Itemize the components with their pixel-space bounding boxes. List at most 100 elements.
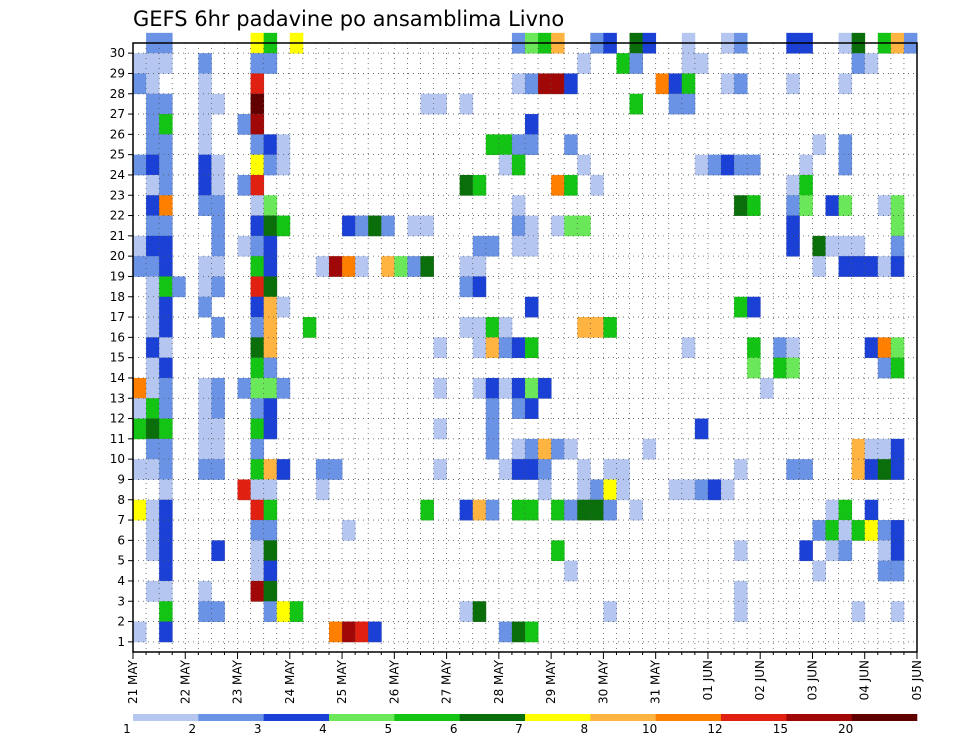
y-tick-label: 13 (110, 391, 125, 405)
heatmap-cell (707, 154, 722, 176)
heatmap-cell (498, 317, 513, 338)
heatmap-cell (511, 499, 526, 521)
heatmap-cell (459, 601, 474, 622)
heatmap-cell (159, 377, 173, 399)
y-tick-label: 11 (110, 432, 125, 446)
heatmap-cell (211, 459, 225, 480)
heatmap-cell (342, 215, 356, 237)
heatmap-cell (211, 438, 225, 460)
heatmap-cell (616, 479, 630, 501)
heatmap-cell (838, 134, 853, 156)
heatmap-cell (237, 377, 251, 399)
heatmap-cell (263, 134, 278, 156)
x-axis: 21 MAY 22 MAY 23 MAY 24 MAY 25 MAY 26 MAY 27 M… (126, 652, 924, 704)
legend-label: 2 (189, 722, 197, 736)
heatmap-cell (799, 195, 813, 216)
heatmap-cell (250, 114, 265, 135)
heatmap-cell (198, 398, 212, 419)
heatmap-cell (276, 296, 291, 318)
heatmap-cell (786, 337, 800, 359)
y-axis: 1234567891011121314151617181920212223242… (110, 46, 133, 649)
heatmap-cell (799, 154, 813, 176)
heatmap-cell (668, 479, 683, 501)
legend-label: 1 (123, 722, 131, 736)
heatmap-cell (133, 154, 147, 176)
heatmap-cell (747, 195, 761, 216)
heatmap-cell (146, 459, 160, 480)
heatmap-cell (315, 256, 330, 277)
heatmap-cell (237, 235, 251, 257)
heatmap-cell (498, 134, 513, 156)
heatmap-cell (825, 540, 839, 562)
heatmap-cell (133, 235, 147, 257)
y-tick-label: 2 (117, 615, 125, 629)
y-tick-label: 12 (110, 412, 125, 426)
heatmap-cell (133, 377, 147, 399)
heatmap-cell (433, 93, 447, 115)
heatmap-cell (250, 174, 265, 196)
heatmap-cell (381, 256, 395, 277)
heatmap-cell (525, 398, 539, 419)
x-tick-label: 24 MAY (283, 659, 297, 704)
heatmap-cell (250, 154, 265, 176)
x-tick-label: 22 MAY (178, 659, 192, 704)
heatmap-cell (877, 520, 892, 541)
heatmap-cell (159, 601, 173, 622)
heatmap-cell (146, 438, 160, 460)
heatmap-cell (172, 276, 186, 298)
y-tick-label: 14 (110, 371, 125, 385)
heatmap-cell (159, 114, 173, 135)
heatmap-cell (133, 459, 147, 480)
heatmap-cell (146, 377, 160, 399)
heatmap-cell (420, 499, 434, 521)
heatmap-cell (211, 215, 225, 237)
legend-label: 6 (450, 722, 458, 736)
legend-swatch (721, 714, 787, 721)
heatmap-cell (511, 459, 526, 480)
heatmap-cell (890, 520, 905, 541)
heatmap-cell (511, 235, 526, 257)
heatmap-cell (538, 377, 552, 399)
heatmap-cell (459, 93, 474, 115)
heatmap-cell (302, 317, 317, 338)
heatmap-cell (146, 580, 160, 602)
heatmap-cell (721, 154, 735, 176)
heatmap-cell (877, 540, 892, 562)
heatmap-cell (198, 256, 212, 277)
heatmap-cell (511, 134, 526, 156)
heatmap-cell (760, 377, 774, 399)
heatmap-cell (198, 296, 212, 318)
heatmap-cell (355, 256, 369, 277)
heatmap-cell (420, 256, 434, 277)
heatmap-cell (146, 235, 160, 257)
heatmap-cell (263, 520, 278, 541)
heatmap-cell (694, 154, 709, 176)
legend-label: 10 (642, 722, 657, 736)
heatmap-cell (263, 479, 278, 501)
heatmap-cell (851, 235, 866, 257)
y-tick-label: 7 (117, 513, 125, 527)
y-tick-label: 18 (110, 290, 125, 304)
heatmap-cell (133, 73, 147, 95)
heatmap-cell (159, 479, 173, 501)
heatmap-cell (407, 256, 421, 277)
heatmap-cell (211, 398, 225, 419)
heatmap-cell (485, 317, 500, 338)
heatmap-cell (551, 499, 565, 521)
heatmap-cell (551, 73, 565, 95)
heatmap-cell (159, 621, 173, 643)
heatmap-cell (681, 479, 696, 501)
heatmap-cell (250, 256, 265, 277)
y-tick-label: 25 (110, 148, 125, 162)
heatmap-cell (146, 540, 160, 562)
y-tick-label: 21 (110, 229, 125, 243)
heatmap-cell (525, 621, 539, 643)
heatmap-cell (734, 540, 748, 562)
heatmap-cell (472, 174, 487, 196)
heatmap-cell (838, 154, 853, 176)
heatmap-cell (577, 53, 591, 74)
heatmap-cell (198, 438, 212, 460)
heatmap-cell (211, 93, 225, 115)
grid-lines (133, 43, 917, 652)
legend-label: 15 (773, 722, 788, 736)
